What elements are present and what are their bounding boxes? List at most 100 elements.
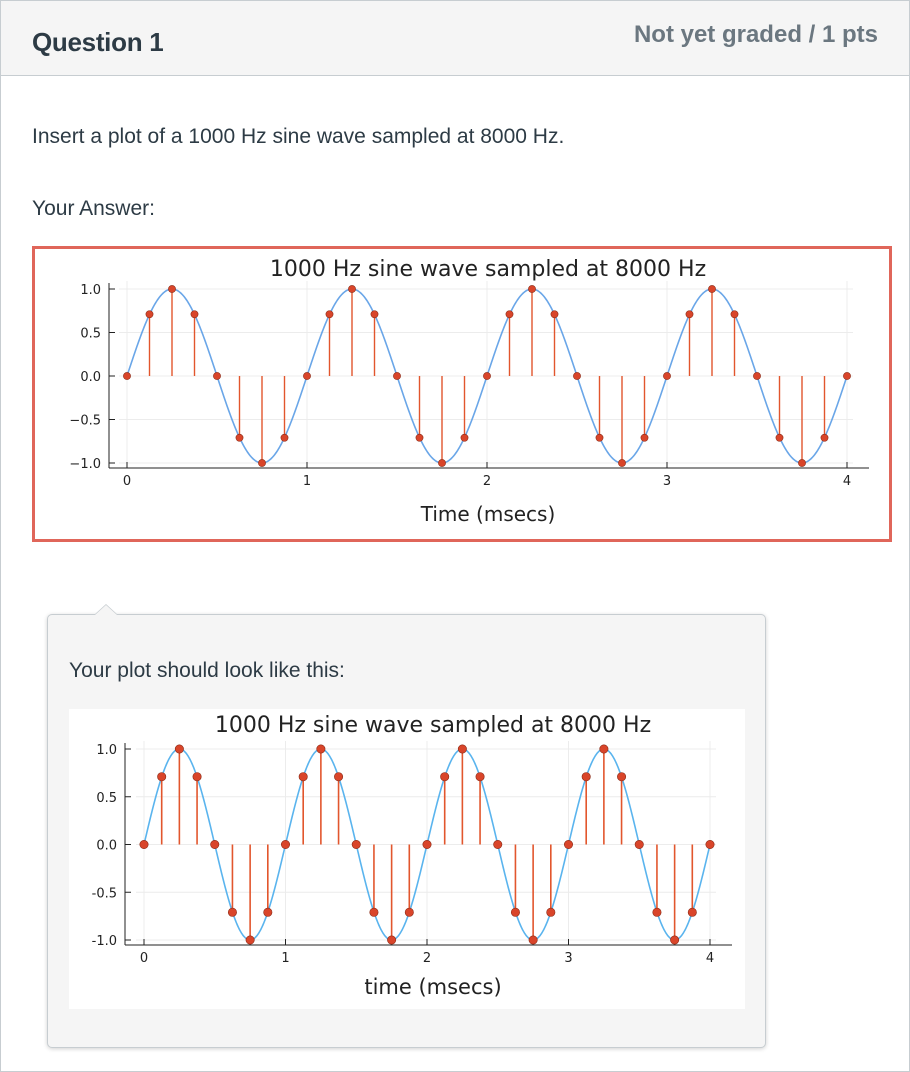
hint-popover: Your plot should look like this: 1.0 0.5 0… (47, 604, 766, 1048)
x-tick-label: 3 (663, 474, 671, 489)
chart-title: 1000 Hz sine wave sampled at 8000 Hz (270, 257, 706, 282)
x-tick-label: 4 (843, 474, 851, 489)
y-tick-label: 1.0 (80, 283, 101, 298)
sample-marker (687, 907, 697, 917)
y-tick-label: -1.0 (92, 934, 117, 949)
sample-marker (168, 285, 176, 293)
reference-plot-svg: 1.0 0.5 0.0 -0.5 -1.0 0 1 2 3 4 1000 Hz sine wave … (92, 713, 732, 999)
sample-marker (422, 840, 432, 850)
hint-text: Your plot should look like this: (69, 659, 345, 682)
sample-marker (393, 372, 401, 380)
answer-label: Your Answer: (32, 197, 155, 220)
sample-marker (370, 310, 379, 319)
sample-marker (235, 433, 244, 442)
sample-marker (652, 907, 662, 917)
sample-marker (775, 433, 784, 442)
sample-marker (670, 935, 680, 945)
y-tick-label: −1.0 (69, 457, 101, 472)
sample-marker (351, 840, 361, 850)
sample-marker (685, 310, 694, 319)
x-tick-label: 2 (423, 951, 431, 966)
sample-marker (581, 772, 591, 782)
sample-marker (730, 310, 739, 319)
chart-title: 1000 Hz sine wave sampled at 8000 Hz (215, 713, 651, 738)
sample-marker (348, 285, 356, 293)
sample-marker (325, 310, 334, 319)
sample-marker (145, 310, 154, 319)
sample-marker (245, 935, 255, 945)
sample-marker (415, 433, 424, 442)
sample-marker (820, 433, 829, 442)
sample-marker (298, 772, 308, 782)
x-axis-label: time (msecs) (364, 975, 501, 999)
sample-marker (546, 907, 556, 917)
sample-marker (303, 372, 311, 380)
sample-marker (510, 907, 520, 917)
y-tick-label: -0.5 (92, 886, 117, 901)
x-axis-label: Time (msecs) (420, 502, 556, 526)
x-tick-label: 3 (564, 951, 572, 966)
sample-marker (210, 840, 220, 850)
sample-marker (227, 907, 237, 917)
sample-marker (595, 433, 604, 442)
x-tick-label: 1 (281, 951, 289, 966)
sample-marker (705, 840, 715, 850)
sample-marker (438, 459, 446, 467)
sample-marker (640, 433, 649, 442)
sample-marker (483, 372, 491, 380)
sample-marker (213, 372, 221, 380)
sample-marker (528, 285, 536, 293)
sample-marker (258, 459, 266, 467)
sample-marker (404, 907, 414, 917)
sample-marker (550, 310, 559, 319)
sample-marker (369, 907, 379, 917)
sample-marker (263, 907, 273, 917)
y-tick-label: 0.5 (96, 791, 117, 806)
sample-marker (599, 744, 609, 754)
sample-marker (475, 772, 485, 782)
y-tick-label: 1.0 (96, 743, 117, 758)
x-tick-label: 4 (706, 951, 714, 966)
sample-marker (192, 772, 202, 782)
sample-marker (573, 372, 581, 380)
sample-marker (316, 744, 326, 754)
sample-marker (157, 772, 167, 782)
x-tick-label: 0 (123, 474, 131, 489)
sample-marker (528, 935, 538, 945)
sample-marker (123, 372, 131, 380)
sample-marker (505, 310, 514, 319)
sample-marker (493, 840, 503, 850)
sample-marker (460, 433, 469, 442)
question-points: Not yet graded / 1 pts (633, 21, 878, 48)
sample-marker (190, 310, 199, 319)
reference-plot: 1.0 0.5 0.0 -0.5 -1.0 0 1 2 3 4 1000 Hz sine wave … (69, 709, 745, 1009)
x-tick-label: 1 (303, 474, 311, 489)
sample-marker (457, 744, 467, 754)
sample-marker (174, 744, 184, 754)
sample-marker (563, 840, 573, 850)
y-tick-label: −0.5 (69, 414, 101, 429)
x-tick-label: 2 (483, 474, 491, 489)
y-tick-label: 0.0 (96, 839, 117, 854)
y-tick-label: 0.0 (80, 370, 101, 385)
sample-marker (663, 372, 671, 380)
sample-marker (334, 772, 344, 782)
answer-plot: 1.0 0.5 0.0 −0.5 −1.0 0 1 2 3 4 1000 Hz sine wave … (69, 257, 869, 526)
sample-marker (753, 372, 761, 380)
sample-marker (281, 840, 291, 850)
sample-marker (440, 772, 450, 782)
x-tick-label: 0 (140, 951, 148, 966)
question-title: Question 1 (32, 27, 164, 57)
y-tick-label: 0.5 (80, 327, 101, 342)
question-prompt: Insert a plot of a 1000 Hz sine wave sam… (32, 125, 565, 148)
sample-marker (843, 372, 851, 380)
popover-arrow (94, 604, 118, 615)
answer-box: 1.0 0.5 0.0 −0.5 −1.0 0 1 2 3 4 1000 Hz sine wave … (32, 246, 892, 542)
sample-marker (798, 459, 806, 467)
question-header: Question 1 Not yet graded / 1 pts (1, 1, 909, 76)
sample-marker (280, 433, 289, 442)
sample-marker (617, 772, 627, 782)
sample-marker (634, 840, 644, 850)
sample-marker (708, 285, 716, 293)
